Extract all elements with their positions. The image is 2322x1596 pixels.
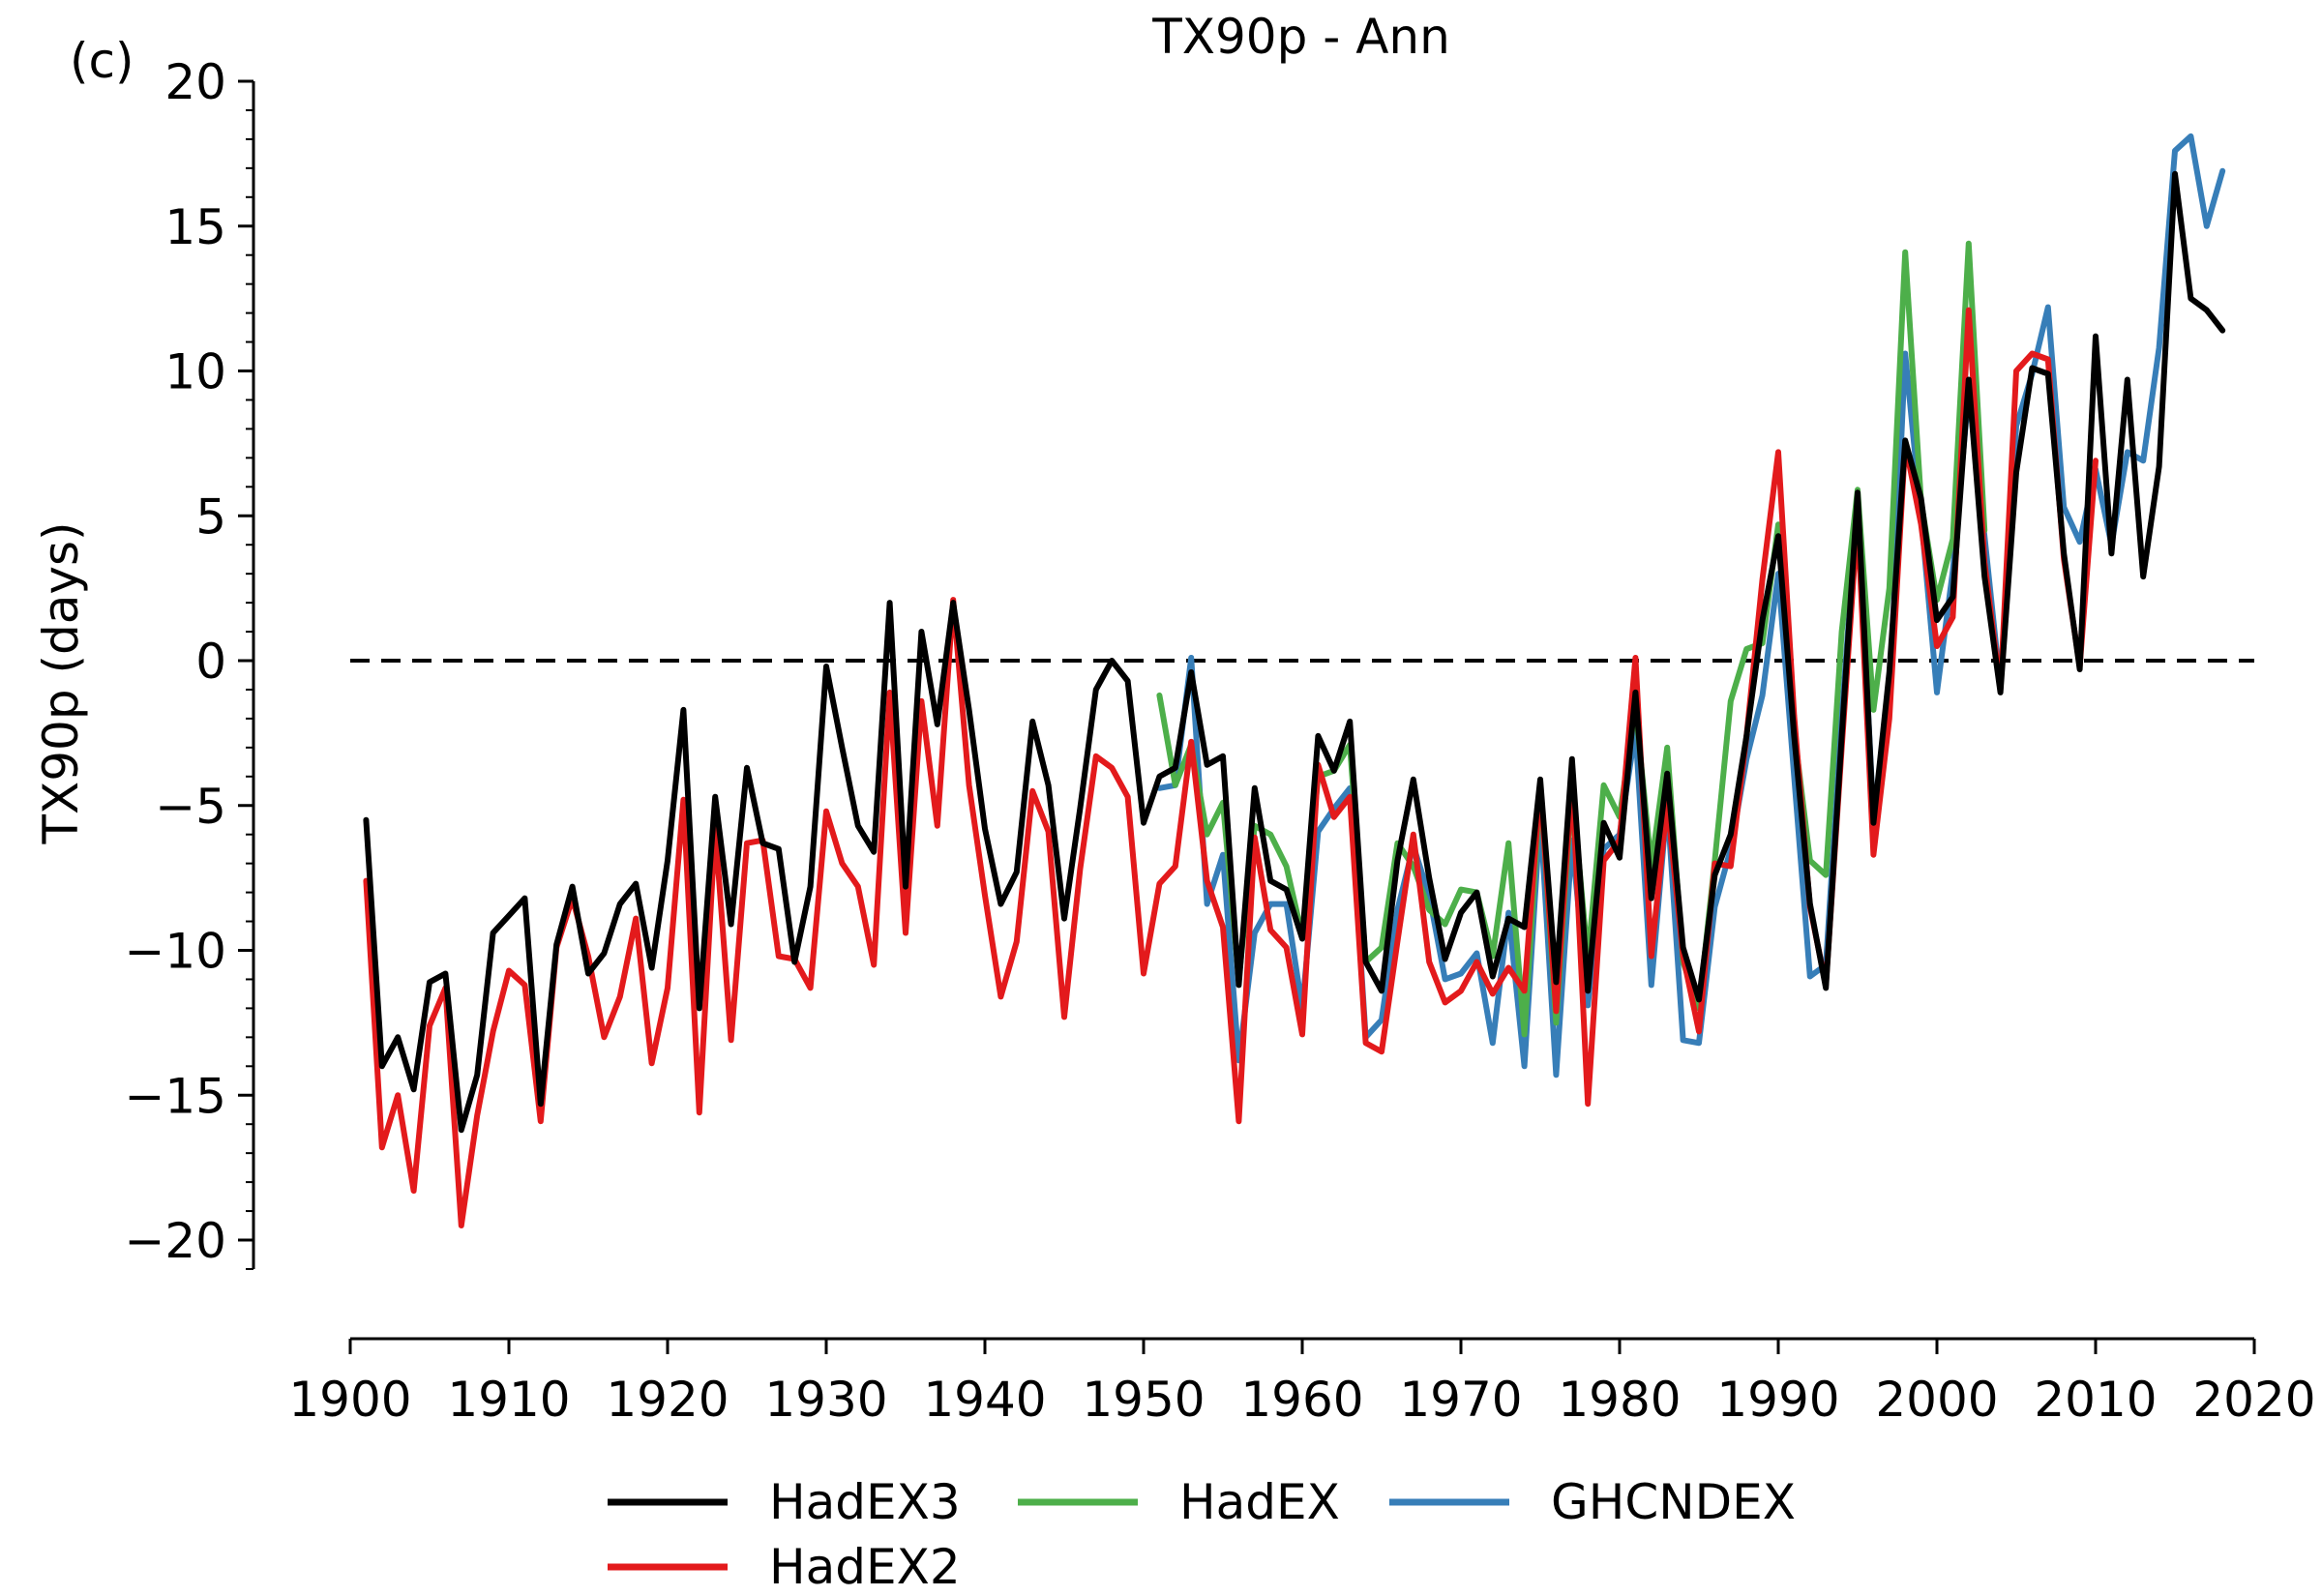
legend-item-hadex3: HadEX3 <box>608 1474 961 1530</box>
series-line-ghcndex <box>1156 133 2226 1079</box>
y-tick-label: 5 <box>195 488 226 545</box>
x-tick-label: 1920 <box>606 1372 729 1428</box>
legend-label-hadex3: HadEX3 <box>769 1474 961 1530</box>
x-tick-label: 1990 <box>1716 1372 1839 1428</box>
x-tick-label: 2000 <box>1875 1372 1998 1428</box>
series-line-hadex3 <box>363 170 2226 1134</box>
x-axis: 1900 1910 1920 1930 1940 1950 1960 1970 1980 1990… <box>288 1337 2316 1428</box>
legend-label-hadex2: HadEX2 <box>769 1539 961 1595</box>
y-tick-label: −10 <box>124 924 226 980</box>
chart-title: TX90p - Ann <box>1151 9 1450 65</box>
y-axis: 20 15 10 5 0 −10 −5 −15 −20 <box>124 54 255 1270</box>
legend-label-ghcndex: GHCNDEX <box>1551 1474 1796 1530</box>
y-tick-label: 10 <box>164 344 226 400</box>
y-tick-label: −15 <box>124 1068 226 1124</box>
legend-label-hadex: HadEX <box>1179 1474 1340 1530</box>
legend-item-hadex: HadEX <box>1018 1474 1340 1530</box>
x-tick-label: 1950 <box>1082 1372 1205 1428</box>
x-tick-label: 1910 <box>447 1372 570 1428</box>
y-tick-label: 15 <box>164 199 226 255</box>
x-tick-label: 1940 <box>923 1372 1046 1428</box>
x-tick-label: 1900 <box>288 1372 411 1428</box>
x-tick-label: 1930 <box>764 1372 887 1428</box>
x-tick-label: 1970 <box>1399 1372 1522 1428</box>
plot-area <box>363 133 2226 1228</box>
x-tick-label: 2020 <box>2192 1372 2315 1428</box>
x-tick-label: 2010 <box>2034 1372 2157 1428</box>
y-tick-label: 0 <box>195 634 226 690</box>
y-tick-label: −20 <box>124 1213 226 1269</box>
y-axis-label: TX90p (days) <box>33 521 89 844</box>
y-tick-label: 20 <box>164 54 226 110</box>
panel-label: (c) <box>70 33 134 89</box>
x-tick-label: 1980 <box>1558 1372 1681 1428</box>
y-tick-label: −5 <box>155 779 226 835</box>
legend-item-ghcndex: GHCNDEX <box>1389 1474 1796 1530</box>
legend: HadEX3 HadEX2 HadEX GHCNDEX <box>608 1474 1796 1595</box>
legend-item-hadex2: HadEX2 <box>608 1539 961 1595</box>
x-tick-label: 1960 <box>1240 1372 1363 1428</box>
